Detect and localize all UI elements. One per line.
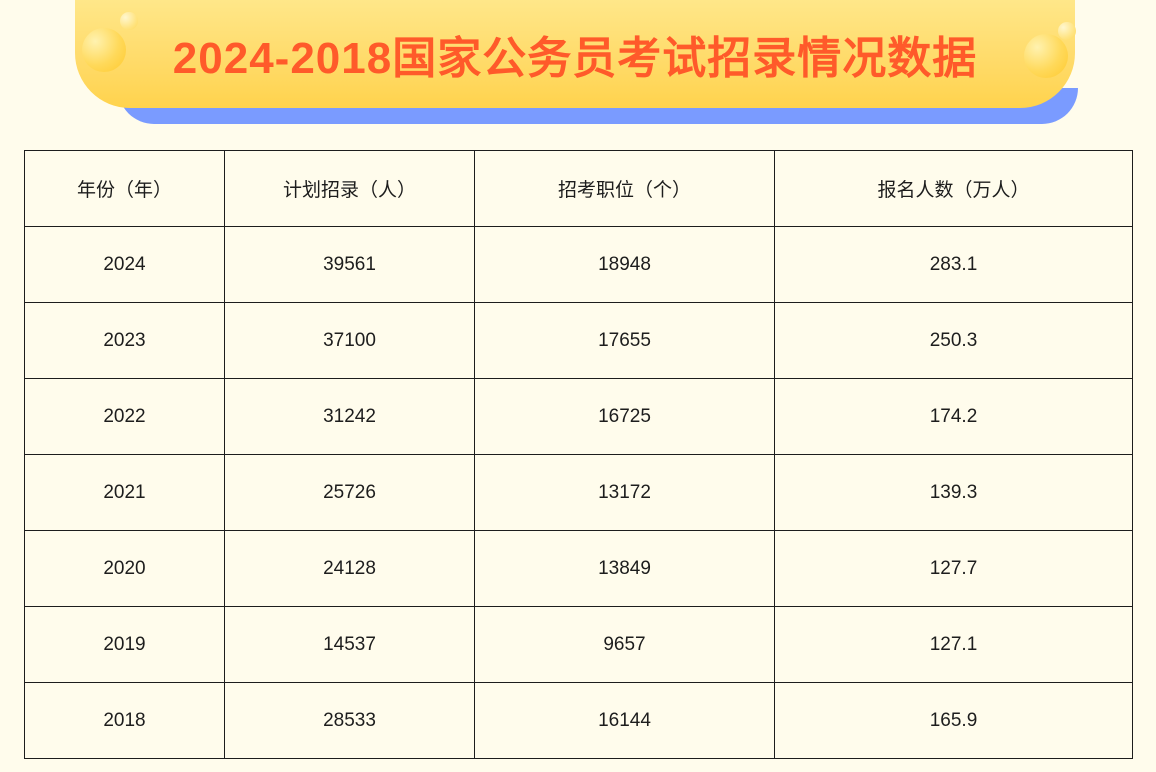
table-row: 20182853316144165.9 xyxy=(25,683,1133,759)
decoration-circle xyxy=(1058,22,1076,40)
table-row: 20243956118948283.1 xyxy=(25,227,1133,303)
table-cell: 2023 xyxy=(25,303,225,379)
table-cell: 37100 xyxy=(225,303,475,379)
table-cell: 2022 xyxy=(25,379,225,455)
table-cell: 2018 xyxy=(25,683,225,759)
table-cell: 28533 xyxy=(225,683,475,759)
table-cell: 17655 xyxy=(475,303,775,379)
table-cell: 250.3 xyxy=(775,303,1133,379)
column-header: 招考职位（个） xyxy=(475,151,775,227)
table-row: 2019145379657127.1 xyxy=(25,607,1133,683)
table-cell: 31242 xyxy=(225,379,475,455)
table-row: 20223124216725174.2 xyxy=(25,379,1133,455)
table-cell: 16725 xyxy=(475,379,775,455)
title-banner: 2024-2018国家公务员考试招录情况数据 xyxy=(75,0,1075,108)
data-table-container: 年份（年） 计划招录（人） 招考职位（个） 报名人数（万人） 202439561… xyxy=(24,150,1132,759)
table-row: 20202412813849127.7 xyxy=(25,531,1133,607)
table-cell: 139.3 xyxy=(775,455,1133,531)
table-cell: 18948 xyxy=(475,227,775,303)
table-cell: 25726 xyxy=(225,455,475,531)
table-cell: 13849 xyxy=(475,531,775,607)
table-cell: 13172 xyxy=(475,455,775,531)
table-cell: 165.9 xyxy=(775,683,1133,759)
recruitment-data-table: 年份（年） 计划招录（人） 招考职位（个） 报名人数（万人） 202439561… xyxy=(24,150,1133,759)
table-cell: 127.7 xyxy=(775,531,1133,607)
table-body: 20243956118948283.120233710017655250.320… xyxy=(25,227,1133,759)
table-cell: 2020 xyxy=(25,531,225,607)
table-cell: 2021 xyxy=(25,455,225,531)
column-header: 年份（年） xyxy=(25,151,225,227)
decoration-circle xyxy=(82,28,126,72)
table-cell: 24128 xyxy=(225,531,475,607)
table-cell: 2024 xyxy=(25,227,225,303)
table-row: 20212572613172139.3 xyxy=(25,455,1133,531)
table-cell: 283.1 xyxy=(775,227,1133,303)
column-header: 报名人数（万人） xyxy=(775,151,1133,227)
table-cell: 16144 xyxy=(475,683,775,759)
table-cell: 14537 xyxy=(225,607,475,683)
table-cell: 127.1 xyxy=(775,607,1133,683)
column-header: 计划招录（人） xyxy=(225,151,475,227)
table-cell: 174.2 xyxy=(775,379,1133,455)
table-cell: 9657 xyxy=(475,607,775,683)
page-title: 2024-2018国家公务员考试招录情况数据 xyxy=(173,22,977,86)
decoration-circle xyxy=(120,12,138,30)
table-cell: 39561 xyxy=(225,227,475,303)
table-row: 20233710017655250.3 xyxy=(25,303,1133,379)
decoration-circle xyxy=(1024,34,1068,78)
table-header-row: 年份（年） 计划招录（人） 招考职位（个） 报名人数（万人） xyxy=(25,151,1133,227)
table-cell: 2019 xyxy=(25,607,225,683)
